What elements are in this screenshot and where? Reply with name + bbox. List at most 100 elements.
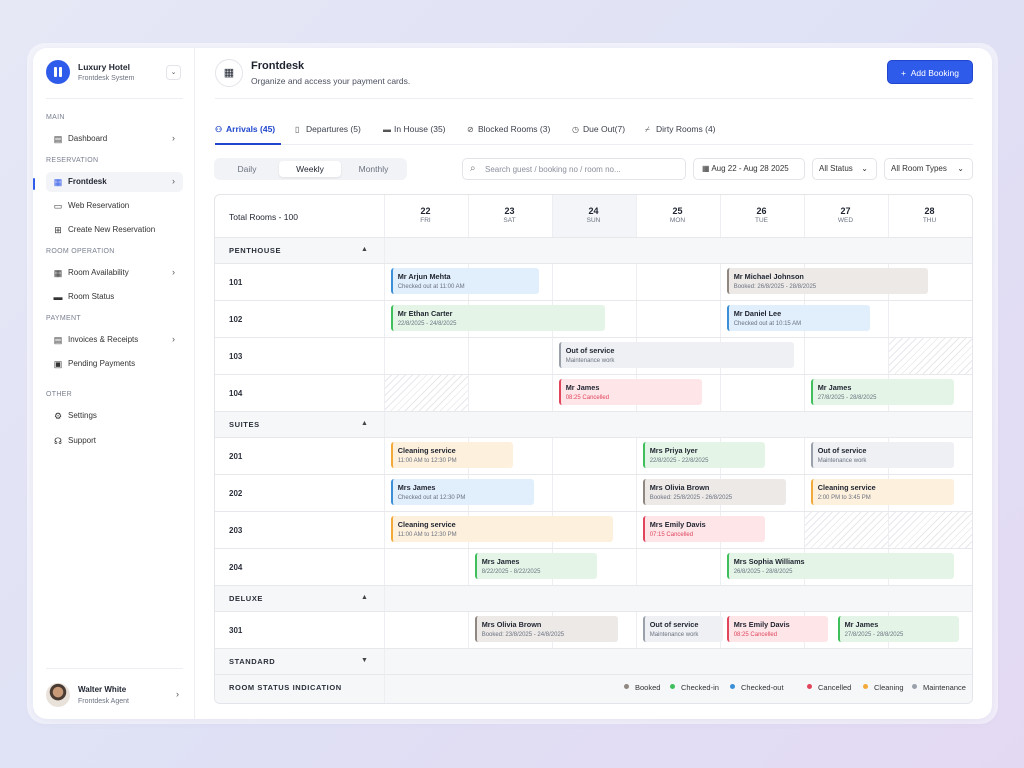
tabs-divider bbox=[215, 144, 973, 145]
sidebar-item-invoices[interactable]: ▤ Invoices & Receipts › bbox=[46, 330, 183, 350]
view-daily-button[interactable]: Daily bbox=[237, 164, 257, 174]
sidebar-item-web-reservation[interactable]: ▭ Web Reservation bbox=[46, 196, 183, 216]
legend-item: Cancelled bbox=[807, 683, 851, 692]
tab-departures[interactable]: ▯ Departures (5) bbox=[295, 124, 361, 134]
booking-card[interactable]: Out of service Maintenance work bbox=[558, 342, 794, 368]
brand-subtitle: Frontdesk System bbox=[78, 75, 135, 82]
sidebar-item-pending-payments[interactable]: ▣ Pending Payments bbox=[46, 354, 183, 374]
sidebar-item-room-availability[interactable]: ▦ Room Availability › bbox=[46, 263, 183, 283]
sidebar-item-label: Create New Reservation bbox=[68, 225, 156, 234]
sidebar-item-support[interactable]: ☊ Support bbox=[46, 431, 183, 451]
sidebar-item-label: Dashboard bbox=[68, 134, 108, 143]
legend-item: Checked-out bbox=[730, 683, 784, 692]
group-header-suites[interactable] bbox=[215, 411, 972, 437]
sidebar-item-settings[interactable]: ⚙ Settings bbox=[46, 406, 183, 426]
chevron-right-icon: › bbox=[172, 267, 175, 277]
tab-label: Departures (5) bbox=[306, 124, 361, 134]
booking-card[interactable]: Mr Arjun Mehta Checked out at 11:00 AM bbox=[390, 268, 540, 294]
column-divider bbox=[804, 195, 805, 237]
booking-detail: Checked out at 11:00 AM bbox=[397, 284, 465, 290]
booking-card[interactable]: Mr Daniel Lee Checked out at 10:15 AM bbox=[726, 305, 870, 331]
booking-guest: Mr Ethan Carter bbox=[397, 309, 453, 318]
booking-card[interactable]: Out of service Maintenance work bbox=[810, 442, 954, 468]
booking-card[interactable]: Cleaning service 11:00 AM to 12:30 PM bbox=[390, 442, 513, 468]
status-select[interactable]: All Status ⌄ bbox=[812, 158, 877, 180]
booking-card[interactable]: Mr Ethan Carter 22/8/2025 - 24/8/2025 bbox=[390, 305, 605, 331]
room-number: 204 bbox=[229, 563, 243, 572]
tab-blocked-rooms[interactable]: ⊘ Blocked Rooms (3) bbox=[467, 124, 550, 134]
booking-card[interactable]: Mrs Olivia Brown Booked: 25/8/2025 - 26/8… bbox=[642, 479, 786, 505]
room-number: 102 bbox=[229, 315, 243, 324]
booking-card[interactable]: Mrs Olivia Brown Booked: 23/8/2025 - 24/8… bbox=[474, 616, 618, 642]
room-type-select[interactable]: All Room Types ⌄ bbox=[884, 158, 973, 180]
view-monthly-button[interactable]: Monthly bbox=[358, 164, 389, 174]
chevron-down-icon[interactable]: ▼ bbox=[361, 657, 368, 664]
booking-guest: Out of service bbox=[817, 446, 867, 455]
bed-icon: ▬ bbox=[53, 292, 63, 302]
sidebar: Luxury Hotel Frontdesk System ⌄ MAIN ▤ D… bbox=[33, 48, 195, 719]
booking-card[interactable]: Mrs James 8/22/2025 - 8/22/2025 bbox=[474, 553, 597, 579]
user-profile[interactable]: Walter White Frontdesk Agent › bbox=[46, 681, 183, 709]
date-range-picker[interactable]: ▦ Aug 22 - Aug 28 2025 bbox=[693, 158, 805, 180]
sidebar-item-room-status[interactable]: ▬ Room Status bbox=[46, 287, 183, 307]
booking-detail: Checked out at 12:30 PM bbox=[397, 495, 466, 501]
room-number: 301 bbox=[229, 626, 243, 635]
tab-dirty-rooms[interactable]: ⌿ Dirty Rooms (4) bbox=[645, 124, 716, 135]
sidebar-item-dashboard[interactable]: ▤ Dashboard › bbox=[46, 129, 183, 149]
day-weekday: TUE bbox=[755, 217, 768, 224]
tab-due-out[interactable]: ◷ Due Out(7) bbox=[572, 124, 625, 134]
search-input[interactable]: ⌕ Search guest / booking no / room no... bbox=[462, 158, 686, 180]
chevron-down-icon: ⌄ bbox=[957, 164, 964, 173]
booking-card[interactable]: Out of service Maintenance work bbox=[642, 616, 723, 642]
booking-card[interactable]: Mrs James Checked out at 12:30 PM bbox=[390, 479, 534, 505]
chevron-up-icon[interactable]: ▲ bbox=[361, 594, 368, 601]
booking-detail: 07:15 Cancelled bbox=[649, 532, 694, 538]
day-number: 28 bbox=[924, 206, 935, 216]
group-header-deluxe[interactable] bbox=[215, 585, 972, 611]
grid-icon: ▦ bbox=[53, 268, 63, 278]
group-label: PENTHOUSE bbox=[229, 246, 282, 255]
booking-card[interactable]: Mr James 27/8/2025 - 28/8/2025 bbox=[837, 616, 960, 642]
booking-card[interactable]: Cleaning service 2:00 PM to 3:45 PM bbox=[810, 479, 954, 505]
booking-card[interactable]: Mrs Emily Davis 07:15 Cancelled bbox=[642, 516, 765, 542]
section-payment: PAYMENT bbox=[46, 315, 81, 322]
legend-dot bbox=[730, 684, 735, 689]
group-label: DELUXE bbox=[229, 594, 264, 603]
tab-in-house[interactable]: ▬ In House (35) bbox=[383, 124, 446, 134]
booking-guest: Mr Michael Johnson bbox=[733, 272, 804, 281]
group-header-standard[interactable] bbox=[215, 648, 972, 674]
brand-name: Luxury Hotel bbox=[78, 62, 130, 72]
booking-guest: Mrs Olivia Brown bbox=[481, 620, 542, 629]
booking-card[interactable]: Mrs Emily Davis 08:25 Cancelled bbox=[726, 616, 828, 642]
booking-card[interactable]: Mrs Sophia Williams 26/8/2025 - 28/8/2025 bbox=[726, 553, 954, 579]
day-header: 27 WED bbox=[804, 206, 887, 224]
chevron-up-icon[interactable]: ▲ bbox=[361, 420, 368, 427]
group-header-penthouse[interactable] bbox=[215, 237, 972, 263]
sidebar-item-frontdesk[interactable]: ▦ Frontdesk › bbox=[46, 172, 183, 192]
booking-card[interactable]: Mr James 27/8/2025 - 28/8/2025 bbox=[810, 379, 954, 405]
day-header: 22 FRI bbox=[384, 206, 467, 224]
add-booking-button[interactable]: + Add Booking bbox=[887, 60, 973, 84]
tab-arrivals[interactable]: ⚇ Arrivals (45) bbox=[215, 124, 275, 134]
booking-card[interactable]: Mrs Priya Iyer 22/8/2025 - 22/8/2025 bbox=[642, 442, 765, 468]
chevron-up-icon[interactable]: ▲ bbox=[361, 246, 368, 253]
sidebar-item-create-reservation[interactable]: ⊞ Create New Reservation bbox=[46, 220, 183, 240]
legend-item: Booked bbox=[624, 683, 660, 692]
legend-dot bbox=[670, 684, 675, 689]
booking-guest: Cleaning service bbox=[817, 483, 876, 492]
header-divider bbox=[215, 98, 973, 99]
calendar-icon: ▦ bbox=[702, 164, 712, 173]
booking-detail: Booked: 26/8/2025 - 28/8/2025 bbox=[733, 284, 817, 290]
day-weekday: SAT bbox=[503, 217, 516, 224]
booking-card[interactable]: Mr Michael Johnson Booked: 26/8/2025 - 28… bbox=[726, 268, 929, 294]
booking-guest: Mrs Sophia Williams bbox=[733, 557, 805, 566]
sidebar-divider bbox=[46, 668, 183, 669]
group-label: SUITES bbox=[229, 420, 260, 429]
booking-detail: 27/8/2025 - 28/8/2025 bbox=[817, 395, 877, 401]
bed-icon: ▬ bbox=[383, 125, 391, 134]
row-divider bbox=[215, 374, 972, 375]
view-weekly-button[interactable]: Weekly bbox=[279, 161, 341, 177]
brand-switcher-button[interactable]: ⌄ bbox=[166, 65, 181, 80]
booking-card[interactable]: Mr James 08:25 Cancelled bbox=[558, 379, 702, 405]
booking-card[interactable]: Cleaning service 11:00 AM to 12:30 PM bbox=[390, 516, 614, 542]
